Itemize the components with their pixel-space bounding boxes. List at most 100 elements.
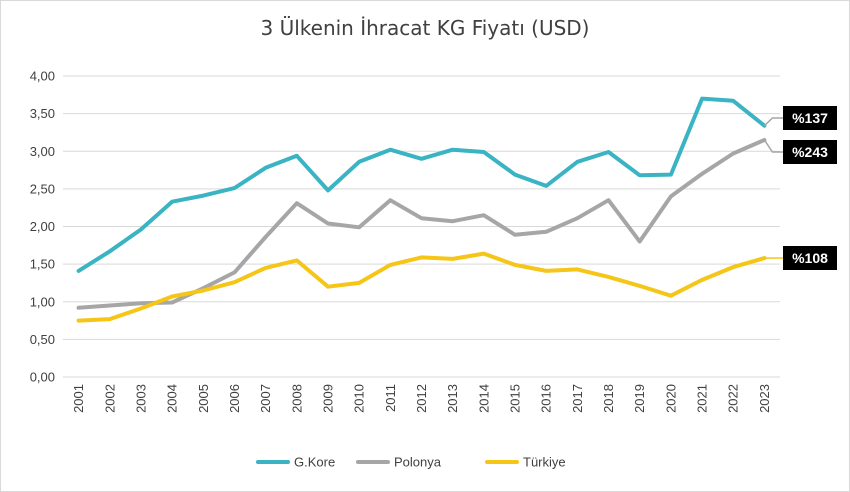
data-point: [607, 275, 611, 279]
data-point: [232, 280, 236, 284]
series-line-1: [76, 138, 767, 310]
x-axis: 2001 2002 2003 2004 2005 2006 2007 2008 2009 2010…: [71, 384, 772, 413]
y-tick-label: 3,00: [30, 144, 55, 159]
series-lines: [76, 96, 767, 323]
end-labels: %137 %243 %108: [763, 106, 837, 270]
leader-line: [763, 139, 783, 153]
data-point: [731, 265, 735, 269]
x-tick-label: 2006: [227, 384, 242, 413]
data-point: [139, 307, 143, 311]
x-tick-label: 2019: [632, 384, 647, 413]
y-tick-label: 2,00: [30, 219, 55, 234]
x-tick-label: 2021: [695, 384, 710, 413]
data-point: [357, 225, 361, 229]
data-point: [264, 266, 268, 270]
data-point: [575, 267, 579, 271]
data-point: [170, 301, 174, 305]
data-point: [638, 173, 642, 177]
y-tick-label: 2,50: [30, 181, 55, 196]
x-tick-label: 2008: [289, 384, 304, 413]
y-tick-label: 0,00: [30, 370, 55, 385]
data-point: [607, 198, 611, 202]
data-point: [513, 173, 517, 177]
y-tick-label: 0,50: [30, 332, 55, 347]
data-point: [77, 319, 81, 323]
x-tick-label: 2012: [414, 384, 429, 413]
data-point: [264, 166, 268, 170]
data-point: [420, 157, 424, 161]
data-point: [420, 216, 424, 220]
data-point: [669, 294, 673, 298]
data-point: [232, 270, 236, 274]
end-label: %108: [792, 250, 828, 266]
x-tick-label: 2002: [102, 384, 117, 413]
x-tick-label: 2001: [71, 384, 86, 413]
data-point: [139, 228, 143, 232]
data-point: [77, 269, 81, 273]
gridlines: [63, 75, 780, 378]
data-point: [700, 172, 704, 176]
end-label-badge: [783, 246, 837, 270]
data-point: [731, 152, 735, 156]
end-label-badge: [783, 106, 837, 130]
data-point: [170, 200, 174, 204]
data-point: [575, 160, 579, 164]
data-point: [482, 213, 486, 217]
data-point: [388, 148, 392, 152]
end-label: %243: [792, 144, 828, 160]
data-point: [482, 150, 486, 154]
data-point: [544, 184, 548, 188]
y-axis: 0,00 0,50 1,00 1,50 2,00 2,50 3,00 3,50 4,00: [30, 69, 55, 385]
data-point: [700, 278, 704, 282]
data-point: [388, 198, 392, 202]
data-point: [326, 221, 330, 225]
data-point: [357, 160, 361, 164]
x-tick-label: 2022: [726, 384, 741, 413]
x-tick-label: 2020: [663, 384, 678, 413]
end-label-badge: [783, 140, 837, 164]
x-tick-label: 2011: [383, 384, 398, 412]
data-point: [357, 281, 361, 285]
data-point: [326, 285, 330, 289]
data-point: [388, 263, 392, 267]
data-point: [420, 255, 424, 259]
x-tick-label: 2005: [196, 384, 211, 413]
data-point: [669, 194, 673, 198]
y-tick-label: 4,00: [30, 69, 55, 84]
data-point: [326, 188, 330, 192]
x-tick-label: 2016: [539, 384, 554, 413]
x-tick-label: 2003: [133, 384, 148, 413]
leader-line: [763, 117, 783, 127]
x-tick-label: 2017: [570, 384, 585, 413]
data-point: [544, 269, 548, 273]
x-tick-label: 2023: [757, 384, 772, 413]
data-point: [638, 284, 642, 288]
data-point: [513, 233, 517, 237]
data-point: [201, 194, 205, 198]
y-tick-label: 3,50: [30, 106, 55, 121]
x-tick-label: 2014: [476, 384, 491, 413]
data-point: [638, 240, 642, 244]
legend-label: Polonya: [394, 455, 442, 470]
data-point: [295, 154, 299, 158]
series-line-0: [76, 96, 767, 273]
end-label: %137: [792, 110, 828, 126]
x-tick-label: 2013: [445, 384, 460, 413]
x-tick-label: 2018: [601, 384, 616, 413]
series-line-2: [76, 251, 767, 323]
data-point: [77, 306, 81, 310]
legend-label: Türkiye: [523, 455, 566, 470]
data-point: [232, 186, 236, 190]
data-point: [544, 230, 548, 234]
data-point: [108, 304, 112, 308]
data-point: [295, 258, 299, 262]
data-point: [108, 249, 112, 253]
data-point: [451, 257, 455, 261]
legend: G.Kore Polonya Türkiye: [256, 455, 566, 470]
data-point: [170, 294, 174, 298]
x-tick-label: 2009: [320, 384, 335, 413]
y-tick-label: 1,50: [30, 257, 55, 272]
data-point: [513, 263, 517, 267]
